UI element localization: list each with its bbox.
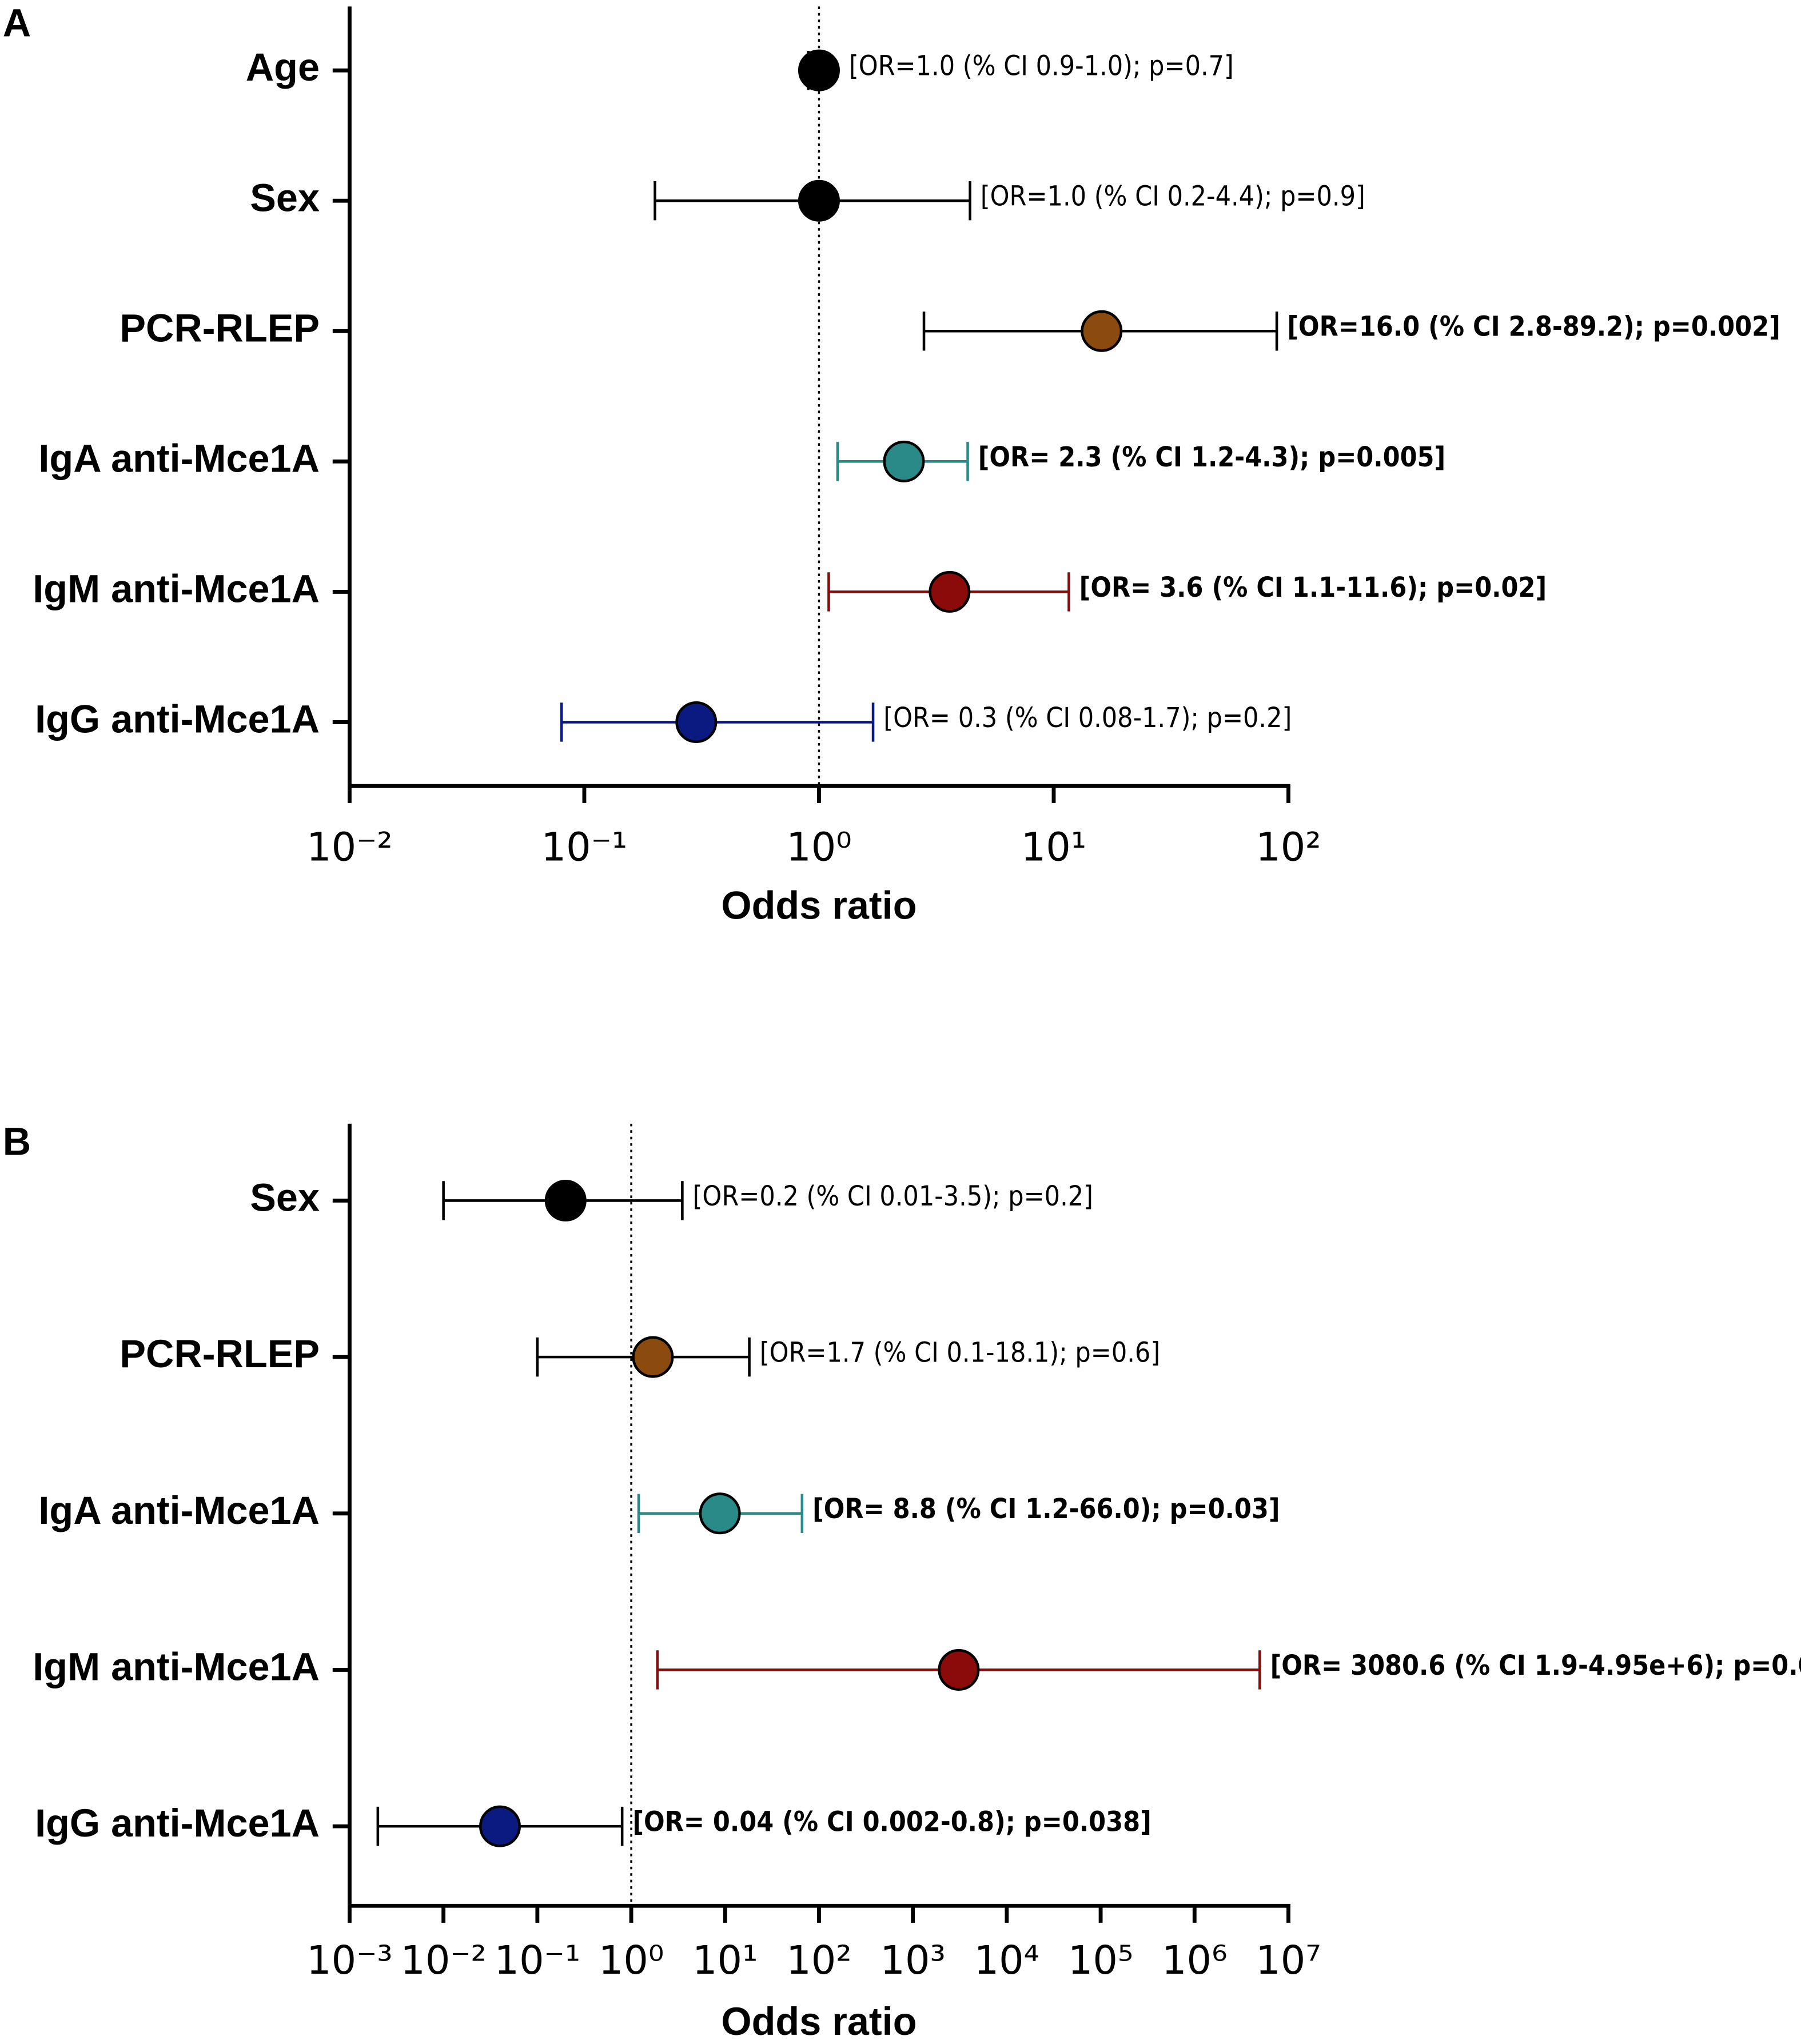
point <box>1081 310 1123 352</box>
panel-label: A <box>3 2 31 45</box>
point <box>479 1805 521 1847</box>
value-label: [OR= 3.6 (% CI 1.1-11.6); p=0.02] <box>1079 572 1547 604</box>
value-label: [OR=1.0 (% CI 0.2-4.4); p=0.9] <box>981 181 1365 213</box>
point <box>938 1648 980 1691</box>
category-label: Age <box>246 46 320 89</box>
category-label: Sex <box>250 176 320 219</box>
point <box>632 1336 674 1378</box>
x-tick-label: 10² <box>1256 825 1321 871</box>
value-label: [OR= 8.8 (% CI 1.2-66.0); p=0.03] <box>812 1494 1280 1525</box>
x-tick-label: 10⁻³ <box>306 1938 393 1983</box>
point <box>798 179 840 222</box>
point <box>883 440 925 482</box>
value-label: [OR= 0.3 (% CI 0.08-1.7); p=0.2] <box>883 702 1292 734</box>
point <box>544 1179 587 1221</box>
value-label: [OR= 0.04 (% CI 0.002-0.8); p=0.038] <box>632 1807 1151 1838</box>
category-label: PCR-RLEP <box>119 1332 320 1376</box>
x-tick-label: 10² <box>786 1938 851 1983</box>
x-tick-label: 10³ <box>880 1938 945 1983</box>
x-axis-title: Odds ratio <box>721 884 917 928</box>
x-tick-label: 10⁴ <box>974 1938 1039 1983</box>
point <box>675 701 718 743</box>
point <box>798 49 840 91</box>
category-label: IgG anti-Mce1A <box>35 1802 320 1845</box>
category-label: PCR-RLEP <box>119 306 320 350</box>
value-label: [OR=1.7 (% CI 0.1-18.1); p=0.6] <box>760 1338 1160 1369</box>
x-tick-label: 10⁻¹ <box>495 1938 581 1983</box>
x-tick-label: 10¹ <box>1021 825 1086 871</box>
value-label: [OR= 2.3 (% CI 1.2-4.3); p=0.005] <box>978 442 1445 473</box>
point <box>699 1492 741 1535</box>
value-label: [OR=1.0 (% CI 0.9-1.0); p=0.7] <box>849 51 1234 82</box>
x-tick-label: 10⁵ <box>1068 1938 1133 1983</box>
x-tick-label: 10¹ <box>692 1938 758 1983</box>
x-tick-label: 10⁶ <box>1162 1938 1227 1983</box>
point <box>929 570 971 613</box>
x-tick-label: 10⁷ <box>1256 1938 1321 1983</box>
x-tick-label: 10⁻² <box>400 1938 487 1983</box>
x-tick-label: 10⁻² <box>306 825 393 871</box>
category-label: IgM anti-Mce1A <box>33 1646 320 1689</box>
x-tick-label: 10⁰ <box>599 1938 664 1983</box>
category-label: IgM anti-Mce1A <box>33 567 320 610</box>
panel-label: B <box>3 1120 31 1163</box>
value-label: [OR= 3080.6 (% CI 1.9-4.95e+6); p=0.03] <box>1270 1650 1801 1682</box>
value-label: [OR=0.2 (% CI 0.01-3.5); p=0.2] <box>693 1181 1093 1212</box>
x-axis-title: Odds ratio <box>721 2000 917 2043</box>
x-tick-label: 10⁰ <box>786 825 851 871</box>
x-tick-label: 10⁻¹ <box>541 825 628 871</box>
value-label: [OR=16.0 (% CI 2.8-89.2); p=0.002] <box>1287 312 1780 343</box>
category-label: IgG anti-Mce1A <box>35 698 320 741</box>
category-label: Sex <box>250 1176 320 1220</box>
category-label: IgA anti-Mce1A <box>38 1489 320 1532</box>
category-label: IgA anti-Mce1A <box>38 437 320 480</box>
